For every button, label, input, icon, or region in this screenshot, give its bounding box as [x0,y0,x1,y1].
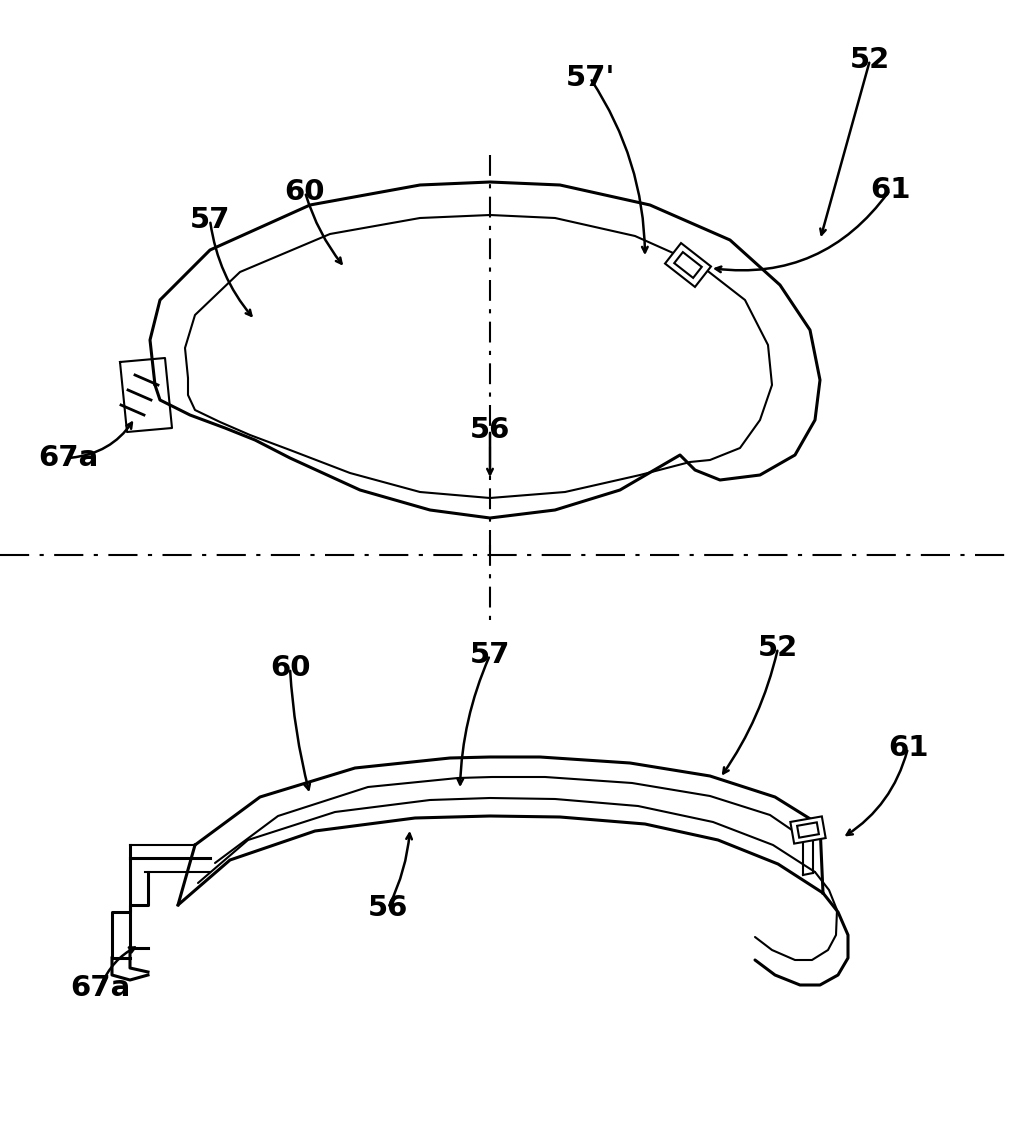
Text: 57: 57 [190,206,231,234]
Text: 67a: 67a [70,974,130,1002]
Text: 60: 60 [270,654,310,682]
Text: 56: 56 [470,416,511,444]
Text: 52: 52 [850,46,890,74]
Text: 60: 60 [285,177,326,206]
Text: 57': 57' [565,64,615,92]
Text: 61: 61 [888,734,928,763]
Text: 56: 56 [368,894,408,922]
Polygon shape [674,252,702,278]
Polygon shape [797,822,819,838]
Text: 61: 61 [869,176,910,204]
Text: 57: 57 [470,641,511,669]
Polygon shape [791,816,826,844]
Polygon shape [665,243,711,287]
Text: 52: 52 [758,634,798,662]
Text: 67a: 67a [37,444,98,472]
